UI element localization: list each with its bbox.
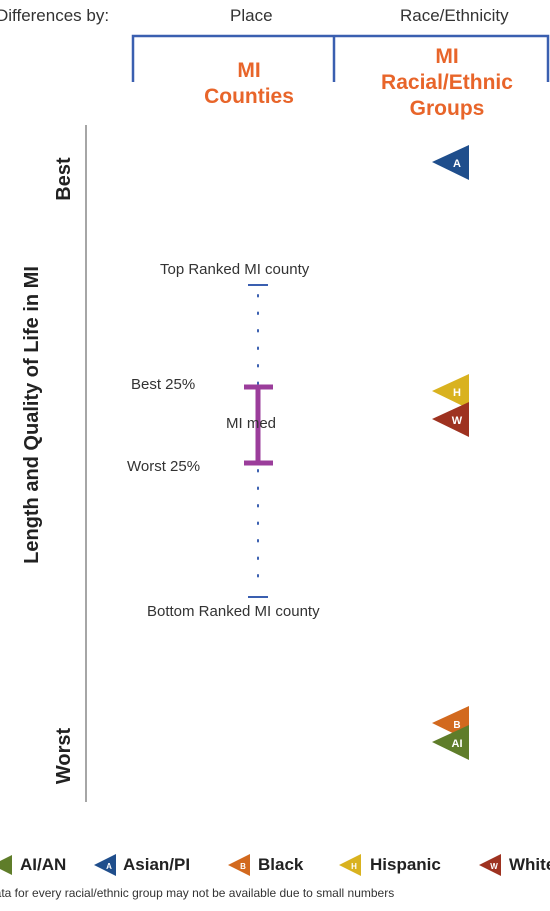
counties-title-line1: MI	[237, 59, 261, 82]
axis-line	[85, 125, 87, 802]
legend-icon-aian	[0, 855, 12, 875]
legend-icon-black: B	[228, 854, 250, 876]
place-label: Place	[230, 6, 273, 25]
legend-icon-hispanic: H	[339, 854, 361, 876]
counties-title-line2: Counties	[204, 85, 294, 108]
legend-asian-letter: A	[106, 862, 112, 871]
marker-white-letter: W	[452, 415, 463, 427]
legend-hispanic-letter: H	[351, 862, 357, 871]
marker-hispanic: H	[432, 374, 469, 409]
marker-asian: A	[432, 145, 469, 180]
groups-title-line3: Groups	[409, 97, 485, 120]
footnote-container: Data for every racial/ethnic group may n…	[0, 884, 550, 906]
marker-aian: AI	[432, 725, 469, 760]
top-ranked-label: Top Ranked MI county	[160, 261, 310, 278]
groups-title-line2: Racial/Ethnic	[381, 71, 513, 94]
marker-hispanic-letter: H	[453, 387, 461, 399]
median-label: MI med	[226, 415, 277, 432]
marker-aian-letter: AI	[452, 738, 463, 750]
legend-label-aian: AI/AN	[20, 855, 67, 874]
group-markers: A H W B AI	[432, 145, 469, 760]
marker-black-letter: B	[453, 720, 460, 731]
groups-column-title: MI Racial/Ethnic Groups	[362, 44, 532, 122]
header-bracket-outline	[131, 34, 550, 82]
differences-by-label: Differences by:	[0, 6, 110, 25]
legend-label-hispanic: Hispanic	[370, 855, 441, 874]
legend-label-asian: Asian/PI	[123, 855, 191, 874]
legend-icons: A B H W	[0, 854, 501, 876]
legend-icon-white: W	[479, 854, 501, 876]
legend-label-black: Black	[258, 855, 304, 874]
legend-icon-asian: A	[94, 854, 116, 876]
groups-title-line1: MI	[435, 45, 459, 68]
best25-label: Best 25%	[131, 376, 196, 393]
county-scale	[244, 284, 273, 598]
legend-white-letter: W	[490, 862, 498, 871]
legend: A B H W AI/AN Asian/PI Black Hispanic Wh…	[0, 850, 550, 880]
marker-white: W	[432, 402, 469, 437]
footnote: Data for every racial/ethnic group may n…	[0, 886, 395, 900]
marker-asian-letter: A	[453, 158, 461, 170]
worst25-label: Worst 25%	[127, 458, 201, 475]
legend-label-white: White	[509, 855, 550, 874]
legend-black-letter: B	[240, 862, 246, 871]
race-ethnicity-label: Race/Ethnicity	[400, 6, 509, 25]
header-brackets	[131, 34, 550, 82]
counties-column-title: MI Counties	[184, 58, 314, 110]
bottom-ranked-label: Bottom Ranked MI county	[147, 603, 320, 620]
